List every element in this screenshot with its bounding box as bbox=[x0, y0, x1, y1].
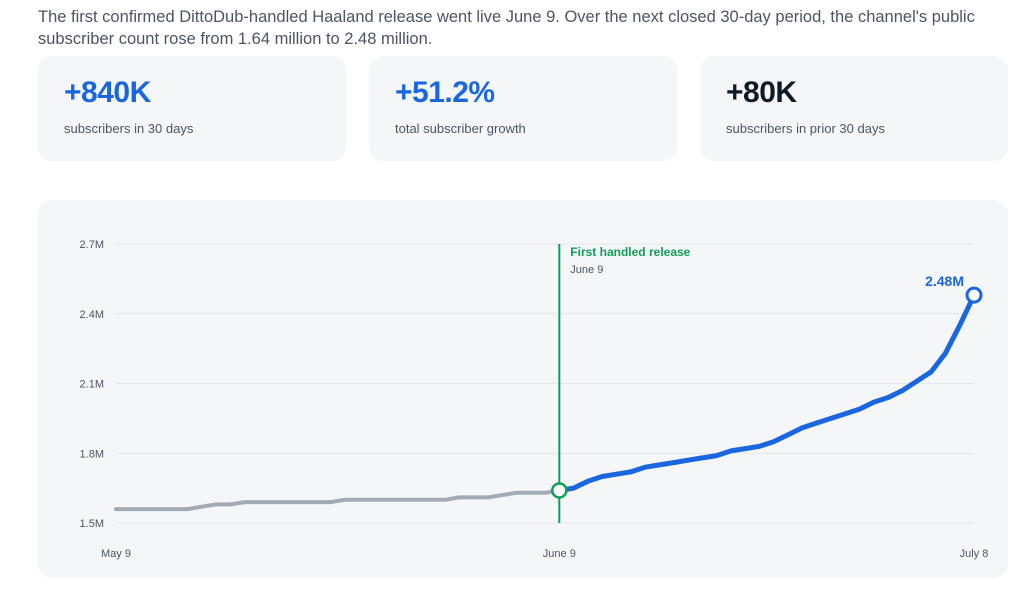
y-tick-label: 2.7M bbox=[80, 239, 104, 251]
stat-label: subscribers in prior 30 days bbox=[726, 121, 885, 136]
series-line-before-release bbox=[114, 488, 562, 512]
stat-card-prior-30-days: +80K subscribers in prior 30 days bbox=[700, 56, 1008, 161]
stat-value: +51.2% bbox=[395, 76, 495, 109]
end-value-label: 2.48M bbox=[925, 273, 964, 289]
y-tick-label: 2.4M bbox=[80, 309, 104, 321]
stat-value: +80K bbox=[726, 76, 797, 109]
stat-label: total subscriber growth bbox=[395, 121, 526, 136]
stat-card-total-growth: +51.2% total subscriber growth bbox=[369, 56, 677, 161]
subscriber-line-chart: 1.5M 1.8M 2.1M 2.4M 2.7M May 9 June 9 July 8 Fir… bbox=[80, 239, 989, 560]
stat-value: +840K bbox=[64, 76, 151, 109]
x-tick-label: July 8 bbox=[960, 548, 989, 560]
stat-card-subscribers-30-days: +840K subscribers in 30 days bbox=[38, 56, 346, 161]
x-tick-label: May 9 bbox=[101, 548, 131, 560]
chart-card: 1.5M 1.8M 2.1M 2.4M 2.7M May 9 June 9 July 8 Fir… bbox=[38, 200, 1008, 578]
end-point bbox=[965, 286, 983, 304]
release-marker-date: June 9 bbox=[570, 264, 603, 276]
release-marker-title: First handled release bbox=[570, 245, 690, 259]
y-tick-label: 1.5M bbox=[80, 518, 104, 530]
intro-text: The first confirmed DittoDub-handled Haa… bbox=[38, 8, 975, 48]
release-point bbox=[551, 482, 568, 499]
x-tick-label: June 9 bbox=[543, 548, 576, 560]
stat-label: subscribers in 30 days bbox=[64, 121, 194, 136]
series-line-after-release bbox=[556, 292, 977, 493]
y-tick-label: 2.1M bbox=[80, 379, 104, 391]
y-tick-label: 1.8M bbox=[80, 448, 104, 460]
